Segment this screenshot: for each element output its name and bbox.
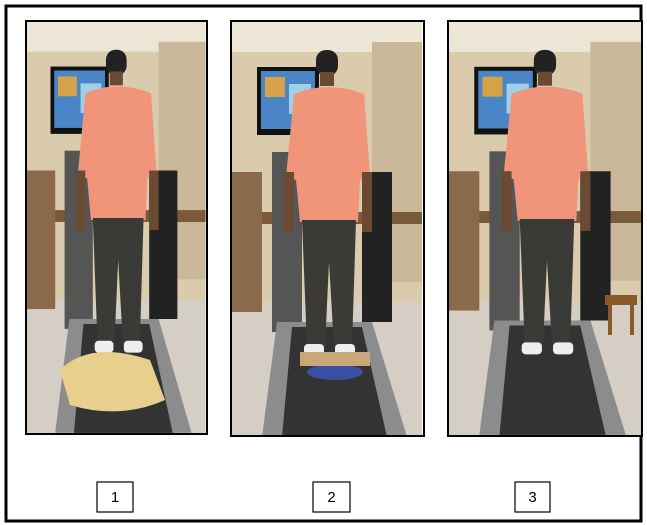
panel-label: 3 — [528, 489, 536, 506]
panel-label: 2 — [327, 489, 335, 506]
label-box — [96, 481, 134, 513]
photo-frame — [25, 20, 208, 435]
panel-label: 1 — [111, 489, 119, 506]
photo-2 — [232, 22, 422, 435]
label-box — [312, 481, 351, 513]
label-box — [514, 481, 551, 513]
photo-frame — [230, 20, 425, 437]
photo-1 — [27, 22, 206, 433]
photo-3 — [449, 22, 641, 435]
photo-frame — [447, 20, 643, 437]
